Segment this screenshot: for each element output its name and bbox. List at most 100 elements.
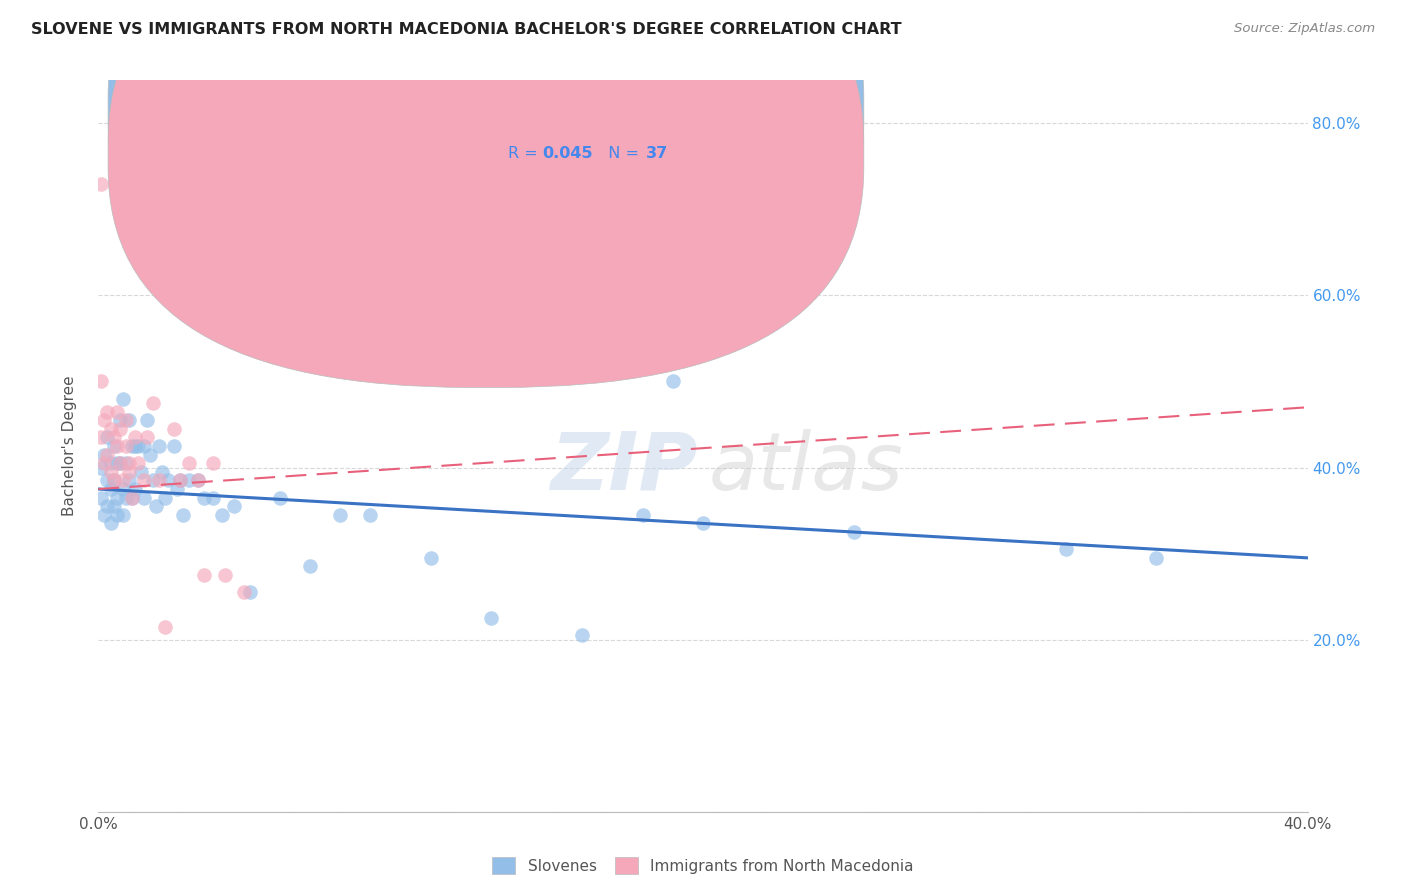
Point — [90, 430, 112, 444]
Point — [193, 568, 215, 582]
Point — [90, 375, 112, 389]
Text: atlas: atlas — [709, 429, 904, 507]
Point — [150, 465, 173, 479]
Point — [105, 456, 128, 470]
Point — [124, 439, 146, 453]
Point — [202, 491, 225, 505]
Point — [100, 482, 122, 496]
Text: R =: R = — [509, 102, 543, 117]
Text: SLOVENE VS IMMIGRANTS FROM NORTH MACEDONIA BACHELOR'S DEGREE CORRELATION CHART: SLOVENE VS IMMIGRANTS FROM NORTH MACEDON… — [31, 22, 901, 37]
Point — [96, 430, 118, 444]
Point — [153, 491, 176, 505]
Point — [135, 430, 157, 444]
Text: N =: N = — [598, 102, 644, 117]
Point — [90, 177, 112, 191]
FancyBboxPatch shape — [108, 0, 863, 343]
Point — [124, 430, 146, 444]
Point — [269, 491, 291, 505]
Point — [148, 474, 170, 488]
Point — [100, 465, 122, 479]
Point — [96, 404, 118, 418]
Point — [111, 482, 134, 496]
Point — [179, 456, 201, 470]
Text: 0.045: 0.045 — [543, 146, 593, 161]
Point — [187, 474, 209, 488]
Point — [1144, 550, 1167, 565]
Point — [374, 207, 396, 221]
Point — [90, 460, 112, 475]
Text: 37: 37 — [647, 146, 668, 161]
Y-axis label: Bachelor's Degree: Bachelor's Degree — [62, 376, 77, 516]
Point — [127, 439, 149, 453]
Point — [93, 508, 115, 522]
Point — [1054, 542, 1077, 557]
Point — [202, 456, 225, 470]
Point — [692, 297, 714, 311]
Point — [121, 439, 143, 453]
Point — [93, 456, 115, 470]
Point — [105, 404, 128, 418]
Point — [108, 413, 131, 427]
Point — [108, 456, 131, 470]
Point — [108, 456, 131, 470]
Point — [111, 474, 134, 488]
Point — [96, 474, 118, 488]
Point — [100, 422, 122, 436]
Point — [481, 611, 503, 625]
Point — [169, 474, 191, 488]
FancyBboxPatch shape — [449, 77, 716, 197]
Point — [284, 215, 307, 229]
Point — [166, 482, 188, 496]
Point — [103, 500, 125, 514]
Legend: Slovenes, Immigrants from North Macedonia: Slovenes, Immigrants from North Macedoni… — [486, 851, 920, 880]
Point — [105, 491, 128, 505]
Point — [571, 628, 593, 642]
Point — [193, 491, 215, 505]
Point — [153, 620, 176, 634]
Point — [121, 491, 143, 505]
Text: N =: N = — [598, 146, 644, 161]
Point — [103, 439, 125, 453]
Point — [239, 585, 262, 599]
Text: -0.146: -0.146 — [543, 102, 599, 117]
Point — [114, 413, 136, 427]
Point — [269, 258, 291, 272]
Point — [132, 474, 155, 488]
Point — [118, 456, 141, 470]
Point — [169, 474, 191, 488]
Point — [661, 375, 683, 389]
Point — [105, 508, 128, 522]
Point — [142, 396, 165, 410]
Point — [114, 491, 136, 505]
Point — [127, 456, 149, 470]
Point — [103, 430, 125, 444]
Point — [105, 439, 128, 453]
Point — [96, 500, 118, 514]
Point — [148, 439, 170, 453]
Point — [132, 439, 155, 453]
Point — [100, 516, 122, 531]
Point — [631, 508, 654, 522]
Point — [103, 474, 125, 488]
Point — [114, 439, 136, 453]
Point — [114, 456, 136, 470]
Point — [132, 491, 155, 505]
Point — [103, 474, 125, 488]
Text: 65: 65 — [647, 102, 668, 117]
Point — [360, 508, 382, 522]
Point — [111, 392, 134, 406]
Point — [844, 524, 866, 539]
Point — [142, 474, 165, 488]
Point — [124, 482, 146, 496]
Point — [93, 413, 115, 427]
Point — [139, 448, 162, 462]
Point — [299, 559, 322, 574]
Point — [224, 500, 246, 514]
Point — [156, 474, 179, 488]
Point — [96, 448, 118, 462]
Text: ZIP: ZIP — [550, 429, 697, 507]
Point — [211, 508, 233, 522]
Text: R =: R = — [509, 146, 543, 161]
Point — [93, 448, 115, 462]
Point — [163, 422, 186, 436]
